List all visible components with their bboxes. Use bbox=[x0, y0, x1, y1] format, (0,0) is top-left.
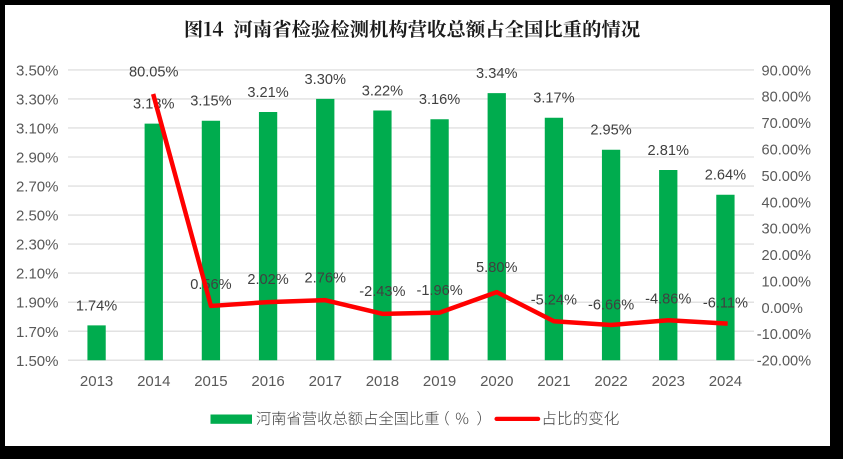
svg-text:2018: 2018 bbox=[366, 373, 399, 390]
svg-text:1.90%: 1.90% bbox=[16, 295, 59, 312]
svg-text:2.30%: 2.30% bbox=[16, 237, 59, 254]
svg-text:-5.24%: -5.24% bbox=[531, 293, 577, 309]
svg-text:2015: 2015 bbox=[194, 373, 227, 390]
svg-text:3.21%: 3.21% bbox=[247, 85, 288, 101]
svg-text:2022: 2022 bbox=[594, 373, 627, 390]
svg-text:2.76%: 2.76% bbox=[305, 270, 346, 286]
svg-text:60.00%: 60.00% bbox=[762, 142, 812, 158]
svg-text:3.50%: 3.50% bbox=[16, 63, 59, 80]
svg-text:40.00%: 40.00% bbox=[762, 195, 812, 211]
svg-text:2.95%: 2.95% bbox=[590, 123, 631, 139]
svg-text:0.00%: 0.00% bbox=[762, 301, 803, 317]
svg-text:2.70%: 2.70% bbox=[16, 179, 59, 196]
svg-text:2019: 2019 bbox=[423, 373, 456, 390]
svg-text:3.30%: 3.30% bbox=[305, 72, 346, 88]
svg-text:2.02%: 2.02% bbox=[247, 272, 288, 288]
svg-text:2.81%: 2.81% bbox=[648, 143, 689, 159]
svg-text:80.00%: 80.00% bbox=[762, 90, 812, 106]
svg-text:3.34%: 3.34% bbox=[476, 66, 517, 82]
svg-text:30.00%: 30.00% bbox=[762, 222, 812, 238]
svg-text:2.90%: 2.90% bbox=[16, 150, 59, 167]
svg-text:2016: 2016 bbox=[251, 373, 284, 390]
svg-text:3.10%: 3.10% bbox=[16, 121, 59, 138]
svg-text:-2.43%: -2.43% bbox=[359, 284, 405, 300]
svg-text:2024: 2024 bbox=[709, 373, 742, 390]
svg-text:2021: 2021 bbox=[537, 373, 570, 390]
svg-text:70.00%: 70.00% bbox=[762, 116, 812, 132]
svg-text:-6.11%: -6.11% bbox=[703, 295, 748, 311]
svg-text:2013: 2013 bbox=[80, 373, 113, 390]
svg-text:-10.00%: -10.00% bbox=[757, 327, 811, 343]
svg-text:1.74%: 1.74% bbox=[76, 298, 117, 314]
svg-text:2014: 2014 bbox=[137, 373, 170, 390]
svg-text:90.00%: 90.00% bbox=[762, 63, 812, 79]
svg-text:50.00%: 50.00% bbox=[762, 169, 812, 185]
svg-text:2.10%: 2.10% bbox=[16, 266, 59, 283]
svg-text:5.80%: 5.80% bbox=[476, 260, 517, 276]
svg-text:2.64%: 2.64% bbox=[705, 168, 746, 184]
svg-text:2020: 2020 bbox=[480, 373, 513, 390]
svg-text:3.30%: 3.30% bbox=[16, 92, 59, 109]
svg-text:1.70%: 1.70% bbox=[16, 324, 59, 341]
svg-text:20.00%: 20.00% bbox=[762, 248, 812, 264]
svg-text:3.15%: 3.15% bbox=[190, 94, 231, 110]
svg-text:3.16%: 3.16% bbox=[419, 92, 460, 108]
svg-text:-1.96%: -1.96% bbox=[416, 283, 462, 299]
svg-text:2.50%: 2.50% bbox=[16, 208, 59, 225]
svg-text:3.22%: 3.22% bbox=[362, 83, 403, 99]
svg-text:3.17%: 3.17% bbox=[533, 91, 574, 107]
svg-text:2023: 2023 bbox=[652, 373, 685, 390]
svg-text:-6.66%: -6.66% bbox=[588, 297, 634, 313]
svg-text:-4.86%: -4.86% bbox=[645, 291, 691, 307]
svg-text:0.56%: 0.56% bbox=[190, 277, 231, 293]
svg-text:10.00%: 10.00% bbox=[762, 274, 812, 290]
svg-text:-20.00%: -20.00% bbox=[757, 354, 811, 370]
svg-text:1.50%: 1.50% bbox=[16, 353, 59, 370]
svg-text:2017: 2017 bbox=[309, 373, 342, 390]
svg-text:80.05%: 80.05% bbox=[129, 64, 179, 80]
